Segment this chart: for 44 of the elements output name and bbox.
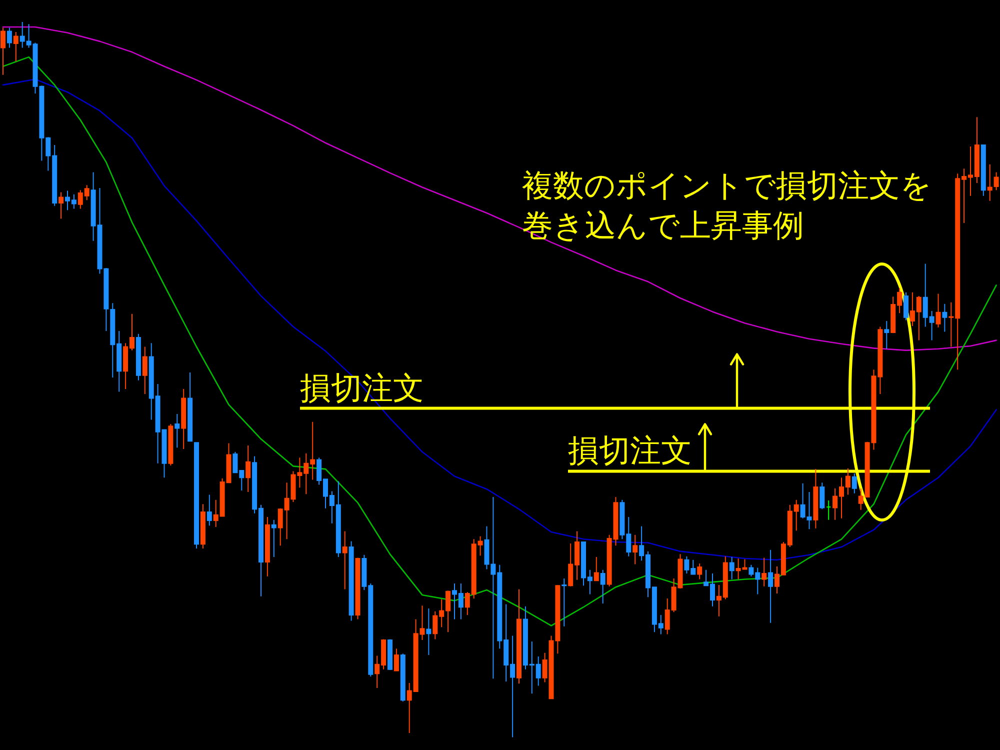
annotation: 複数のポイントで損切注文を巻き込んで上昇事例	[522, 168, 932, 244]
candlestick	[516, 588, 522, 684]
candlestick	[562, 578, 567, 627]
candlestick	[342, 530, 348, 590]
candlestick	[942, 303, 948, 332]
candlestick	[181, 388, 186, 450]
candlestick	[355, 557, 360, 620]
candlestick	[936, 293, 941, 328]
candlestick	[594, 556, 599, 582]
candlestick	[697, 562, 702, 580]
candlestick	[852, 472, 857, 494]
candlestick	[58, 192, 64, 220]
candlestick	[264, 516, 270, 577]
candlestick	[142, 346, 148, 394]
candlestick	[394, 648, 399, 672]
candlestick	[820, 482, 825, 510]
candlestick	[426, 608, 432, 656]
candlestick	[400, 653, 406, 702]
candlestick	[980, 144, 986, 196]
candlestick	[6, 27, 12, 48]
ref-line-label: 損切注文	[300, 370, 424, 406]
candlestick	[206, 494, 212, 526]
candlestick	[271, 519, 276, 558]
candlestick	[348, 540, 354, 622]
candlestick	[13, 32, 18, 62]
candlestick	[136, 333, 141, 381]
candlestick	[768, 549, 774, 624]
candlestick	[188, 372, 193, 442]
candlestick	[884, 320, 890, 350]
candlestick	[168, 424, 174, 466]
candlestick	[200, 504, 206, 549]
candlestick	[632, 534, 638, 565]
candlestick	[0, 27, 6, 76]
candlestick	[813, 468, 818, 529]
candlestick	[194, 442, 199, 549]
candlestick	[600, 569, 606, 604]
candlestick	[826, 500, 832, 520]
ref-line-label: 損切注文	[568, 433, 692, 470]
candlestick	[729, 556, 734, 580]
candlestick	[388, 638, 392, 671]
candlestick	[174, 413, 180, 448]
candlestick	[762, 557, 767, 587]
candlestick	[246, 444, 251, 492]
candlestick	[904, 292, 908, 321]
